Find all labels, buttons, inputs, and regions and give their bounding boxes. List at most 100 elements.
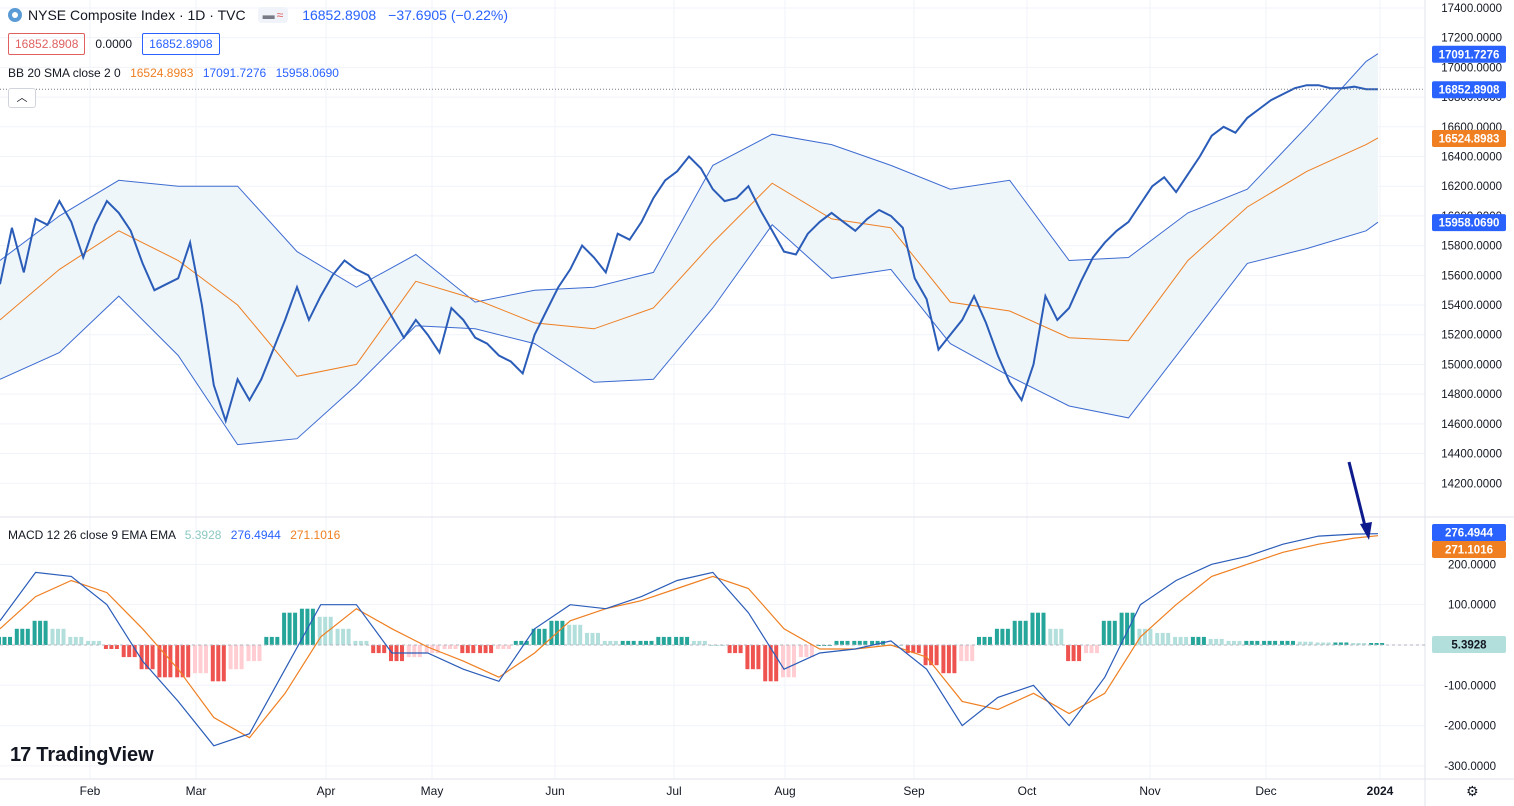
tag-bb-upper: 17091.7276 [1439,49,1500,61]
macd-hist-bar [685,636,690,645]
settings-gear-icon[interactable]: ⚙ [1466,783,1479,799]
tradingview-logo[interactable]: 17 TradingView [10,744,154,767]
macd-hist-bar [656,636,661,645]
order-boxes: 16852.8908 0.0000 16852.8908 [8,33,220,55]
macd-hist-bar [661,636,666,645]
macd-hist-bar [531,628,536,645]
compare-pill[interactable]: ▬ ≈ [257,7,289,23]
macd-hist-bar [412,645,417,658]
price-axis-label: 15800.0000 [1441,241,1502,253]
price-axis-label: 17200.0000 [1441,33,1502,45]
macd-hist-bar [1356,643,1361,645]
time-axis-label: Jun [545,784,564,798]
macd-hist-bar [1084,645,1088,654]
tag-bb-lower-bg [1432,214,1506,232]
macd-hist-bar [0,636,1,645]
macd-hist-bar [524,640,529,645]
macd-hist-bar [738,645,743,654]
macd-hist-bar [631,640,636,645]
macd-hist-bar [216,645,221,682]
annotation-arrow-shaft [1347,461,1368,531]
macd-hist-bar [1107,620,1112,645]
macd-hist-bar [720,645,725,646]
macd-hist-bar [537,628,542,645]
macd-hist-bar [875,640,880,645]
tradingview-logo-icon: 17 [10,744,31,766]
macd-hist-bar [1291,640,1295,645]
macd-hist-bar [1190,636,1195,645]
macd-hist-bar [709,645,714,646]
tag-last-price-bg [1432,81,1506,99]
macd-hist-bar [162,645,167,678]
time-axis-label: Aug [774,784,795,798]
price-axis-label: 17000.0000 [1441,62,1502,74]
bb-lower-line [0,221,1379,446]
macd-hist-bar [934,645,939,666]
macd-hist-bar [727,645,732,654]
macd-hist-bar [1041,612,1046,645]
macd-hist-bar [613,640,618,645]
macd-hist-bar [257,645,262,662]
macd-hist-bar [32,620,37,645]
macd-hist-bar [1071,645,1076,662]
macd-hist-bar [1267,640,1272,645]
macd-hist-bar [1232,640,1236,645]
macd-hist-bar [323,616,328,645]
wave-icon[interactable]: ≈ [276,8,284,22]
collapse-legend-button[interactable]: ︿ [8,88,36,108]
macd-hist-bar [68,636,73,645]
macd-hist-bar [252,645,256,662]
macd-hist-bar [234,645,239,670]
macd-hist-bar [341,628,346,645]
price-axis-label: 14800.0000 [1441,389,1502,401]
macd-hist-bar [1255,640,1260,645]
macd-axis-label: 200.0000 [1448,559,1496,571]
time-axis-label: Dec [1255,784,1276,798]
macd-hist-bar [25,628,30,645]
macd-hist-bar [221,645,226,682]
macd-hist-bar [382,645,387,654]
macd-hist-bar [715,645,720,646]
macd-hist-bar [287,612,292,645]
minus-icon[interactable]: ▬ [262,8,275,22]
macd-hist-bar [792,645,796,678]
buy-price-box[interactable]: 16852.8908 [142,33,220,55]
bb-upper-line [0,53,1379,303]
macd-hist-bar [389,645,393,662]
symbol-title[interactable]: NYSE Composite Index · 1D · TVC [28,7,246,23]
macd-hist-bar [506,645,511,649]
macd-hist-bar [364,640,369,645]
macd-hist-bar [1137,628,1142,645]
macd-hist-bar [840,640,844,645]
time-axis-label: Feb [80,784,101,798]
macd-hist-bar [567,624,572,645]
macd-hist-bar [638,640,643,645]
macd-hist-bar [1119,612,1124,645]
macd-hist-bar [763,645,768,682]
macd-hist-bar [1249,640,1254,645]
macd-hist-bar [542,628,547,645]
macd-hist-bar [786,645,791,678]
macd-hist-bar [1089,645,1094,654]
bb-legend[interactable]: BB 20 SMA close 2 0 16524.8983 17091.727… [8,66,339,80]
macd-hist-bar [489,645,494,654]
macd-legend-name: MACD 12 26 close 9 EMA EMA [8,528,176,542]
macd-hist-bar [1214,638,1219,645]
macd-hist-bar [79,636,84,645]
macd-legend[interactable]: MACD 12 26 close 9 EMA EMA 5.3928 276.49… [8,528,340,542]
macd-hist-bar [1160,632,1165,645]
macd-hist-bar [852,640,857,645]
macd-hist-bar [1208,638,1213,645]
tag-signal-bg [1432,541,1506,558]
macd-hist-bar [1374,643,1379,645]
macd-hist-bar [898,645,903,646]
sell-price-box[interactable]: 16852.8908 [8,33,86,55]
tag-signal: 271.1016 [1445,545,1493,557]
macd-hist-bar [424,645,429,654]
macd-axis-label: 100.0000 [1448,600,1496,612]
macd-hist-bar [175,645,180,678]
macd-hist-bar [150,645,155,670]
macd-hist-bar [781,645,785,678]
macd-hist-bar [495,645,500,649]
